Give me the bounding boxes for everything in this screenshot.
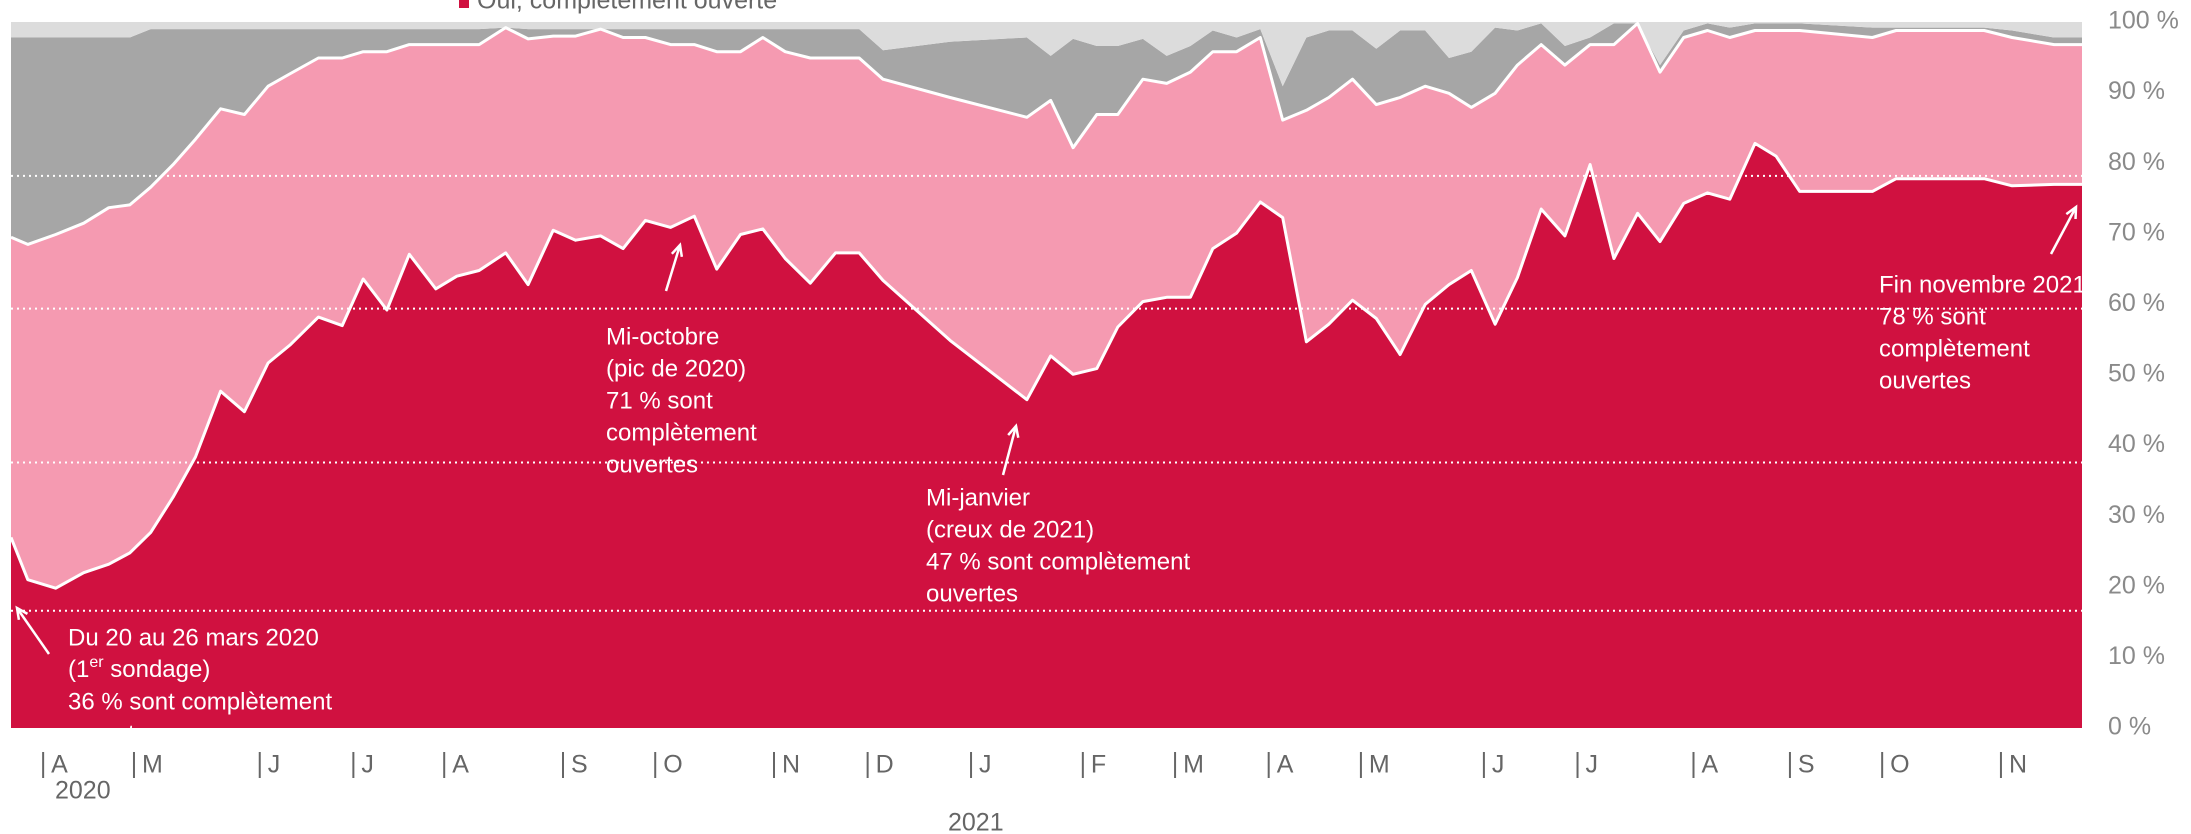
- x-tick-label: O: [663, 751, 682, 779]
- y-tick-label: 10 %: [2108, 642, 2165, 670]
- annotation-text: 36 % sont complètement: [68, 688, 332, 715]
- x-tick-label: D: [876, 751, 894, 779]
- arrow-head: [2065, 204, 2078, 220]
- arrow: [1001, 425, 1018, 476]
- legend-swatch: [459, 0, 469, 8]
- x-tick-label: A: [1277, 751, 1294, 779]
- y-tick-label: 0 %: [2108, 713, 2151, 741]
- arrow-head: [15, 605, 29, 621]
- area: [11, 23, 2082, 589]
- x-tick-label: S: [1798, 751, 1815, 779]
- y-tick-label: 80 %: [2108, 148, 2165, 176]
- x-tick-label: M: [1369, 751, 1390, 779]
- arrow-head: [670, 242, 684, 258]
- x-tick-label: O: [1890, 751, 1909, 779]
- annotation-part: (1: [68, 656, 89, 683]
- annotation-text: Fin novembre 2021: [1879, 271, 2086, 298]
- annotation-part: er: [89, 654, 104, 671]
- x-tick-label: N: [782, 751, 800, 779]
- x-tick-label: M: [142, 751, 163, 779]
- x-tick-label: J: [1586, 751, 1599, 779]
- annotation-text: Du 20 au 26 mars 2020: [68, 624, 319, 651]
- x-tick-label: J: [1492, 751, 1505, 779]
- y-tick-label: 20 %: [2108, 571, 2165, 599]
- y-tick-label: 90 %: [2108, 77, 2165, 105]
- annotation-text: ouvertes: [68, 720, 160, 747]
- boundary-line: [11, 21, 2082, 246]
- y-tick-label: 50 %: [2108, 360, 2165, 388]
- arrow-head: [1007, 423, 1020, 439]
- axes: 0 % 10 % 20 % 30 % 40 % 50 % 60 % 70 % 80 % 90 % 1…: [42, 0, 2179, 834]
- x-tick-label: N: [2009, 751, 2027, 779]
- x-tick-label: A: [51, 751, 68, 779]
- annotation-text: (pic de 2020): [606, 355, 746, 382]
- annotations: Du 20 au 26 mars 2020 (1er sondage) 36 % s…: [11, 174, 2086, 747]
- year-label: 2020: [55, 777, 111, 805]
- x-tick-label: A: [1702, 751, 1719, 779]
- annotation-part: sondage): [104, 656, 211, 683]
- x-tick-label: J: [979, 751, 992, 779]
- annotation-text: 78 % sont: [1879, 303, 1986, 330]
- annotation-text: ouvertes: [926, 580, 1018, 607]
- annotation-text: complètement: [1879, 335, 2030, 362]
- annotation-text: Mi-octobre: [606, 323, 719, 350]
- annotation-text: ouvertes: [606, 451, 698, 478]
- arrow: [2049, 206, 2078, 255]
- x-tick-label: S: [571, 751, 588, 779]
- plot-area: [11, 21, 2082, 728]
- boundary-line: [11, 141, 2082, 590]
- annotation-text: ouvertes: [1879, 367, 1971, 394]
- y-tick-label: 60 %: [2108, 289, 2165, 317]
- annotation-text: (creux de 2021): [926, 516, 1094, 543]
- annotation-text: Mi-janvier: [926, 484, 1030, 511]
- y-tick-label: 30 %: [2108, 501, 2165, 529]
- x-tick-label: J: [361, 751, 374, 779]
- y-tick-label: 70 %: [2108, 218, 2165, 246]
- x-tick-label: M: [1183, 751, 1204, 779]
- annotation-text: complètement: [606, 419, 757, 446]
- y-tick-label: 100 %: [2108, 7, 2179, 35]
- area: [11, 22, 2082, 87]
- legend-label: Oui, complètement ouverte: [477, 0, 777, 15]
- arrow: [15, 607, 51, 655]
- year-label: 2021: [948, 809, 1004, 834]
- arrow: [664, 244, 682, 292]
- y-tick-label: 40 %: [2108, 430, 2165, 458]
- area: [11, 23, 2082, 245]
- annotation-text: (1er sondage): [68, 654, 210, 683]
- annotation-text: 71 % sont: [606, 387, 713, 414]
- x-tick-label: A: [452, 751, 469, 779]
- x-tick-label: F: [1091, 751, 1106, 779]
- x-tick-label: J: [268, 751, 281, 779]
- area: [11, 143, 2082, 728]
- annotation-text: 47 % sont complètement: [926, 548, 1190, 575]
